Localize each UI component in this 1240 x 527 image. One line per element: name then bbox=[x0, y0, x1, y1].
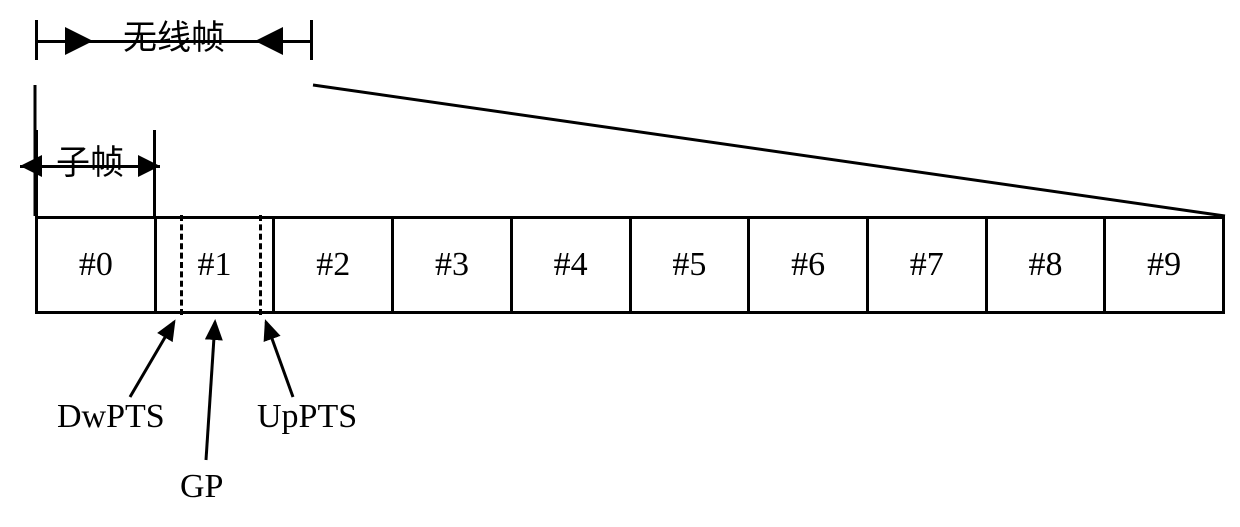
cell-label: #5 bbox=[672, 246, 706, 284]
radio-frame-bracket: 无线帧 bbox=[35, 10, 313, 80]
subframe-cell: #2 bbox=[275, 219, 394, 311]
cell-label: #0 bbox=[79, 246, 113, 284]
cell-label: #1 bbox=[198, 246, 232, 284]
subframe-cell: #7 bbox=[869, 219, 988, 311]
frame-row: #0 #1 #2 #3 #4 #5 #6 #7 #8 #9 bbox=[35, 216, 1225, 314]
gp-boundary bbox=[259, 215, 262, 315]
bracket-line bbox=[35, 40, 313, 43]
subframe-cell: #0 bbox=[38, 219, 157, 311]
subframe-cell: #3 bbox=[394, 219, 513, 311]
gp-label: GP bbox=[180, 468, 223, 506]
cell-label: #6 bbox=[791, 246, 825, 284]
subframe-cell: #8 bbox=[988, 219, 1107, 311]
subframe-cell: #5 bbox=[632, 219, 751, 311]
cell-label: #3 bbox=[435, 246, 469, 284]
dwpts-boundary bbox=[180, 215, 183, 315]
subframe-cell: #9 bbox=[1106, 219, 1222, 311]
subframe-cell: #4 bbox=[513, 219, 632, 311]
cell-label: #8 bbox=[1028, 246, 1062, 284]
dwpts-label: DwPTS bbox=[57, 398, 165, 436]
subframe-cell-special: #1 bbox=[157, 219, 276, 311]
cell-label: #9 bbox=[1147, 246, 1181, 284]
frame-diagram: 无线帧 子帧 #0 #1 #2 #3 #4 #5 #6 #7 #8 #9 bbox=[0, 0, 1240, 527]
cell-label: #4 bbox=[554, 246, 588, 284]
subframe-bracket: 子帧 bbox=[20, 135, 160, 195]
cell-label: #2 bbox=[316, 246, 350, 284]
subframe-cell: #6 bbox=[750, 219, 869, 311]
bracket-line bbox=[20, 165, 160, 168]
cell-label: #7 bbox=[910, 246, 944, 284]
uppts-label: UpPTS bbox=[257, 398, 357, 436]
